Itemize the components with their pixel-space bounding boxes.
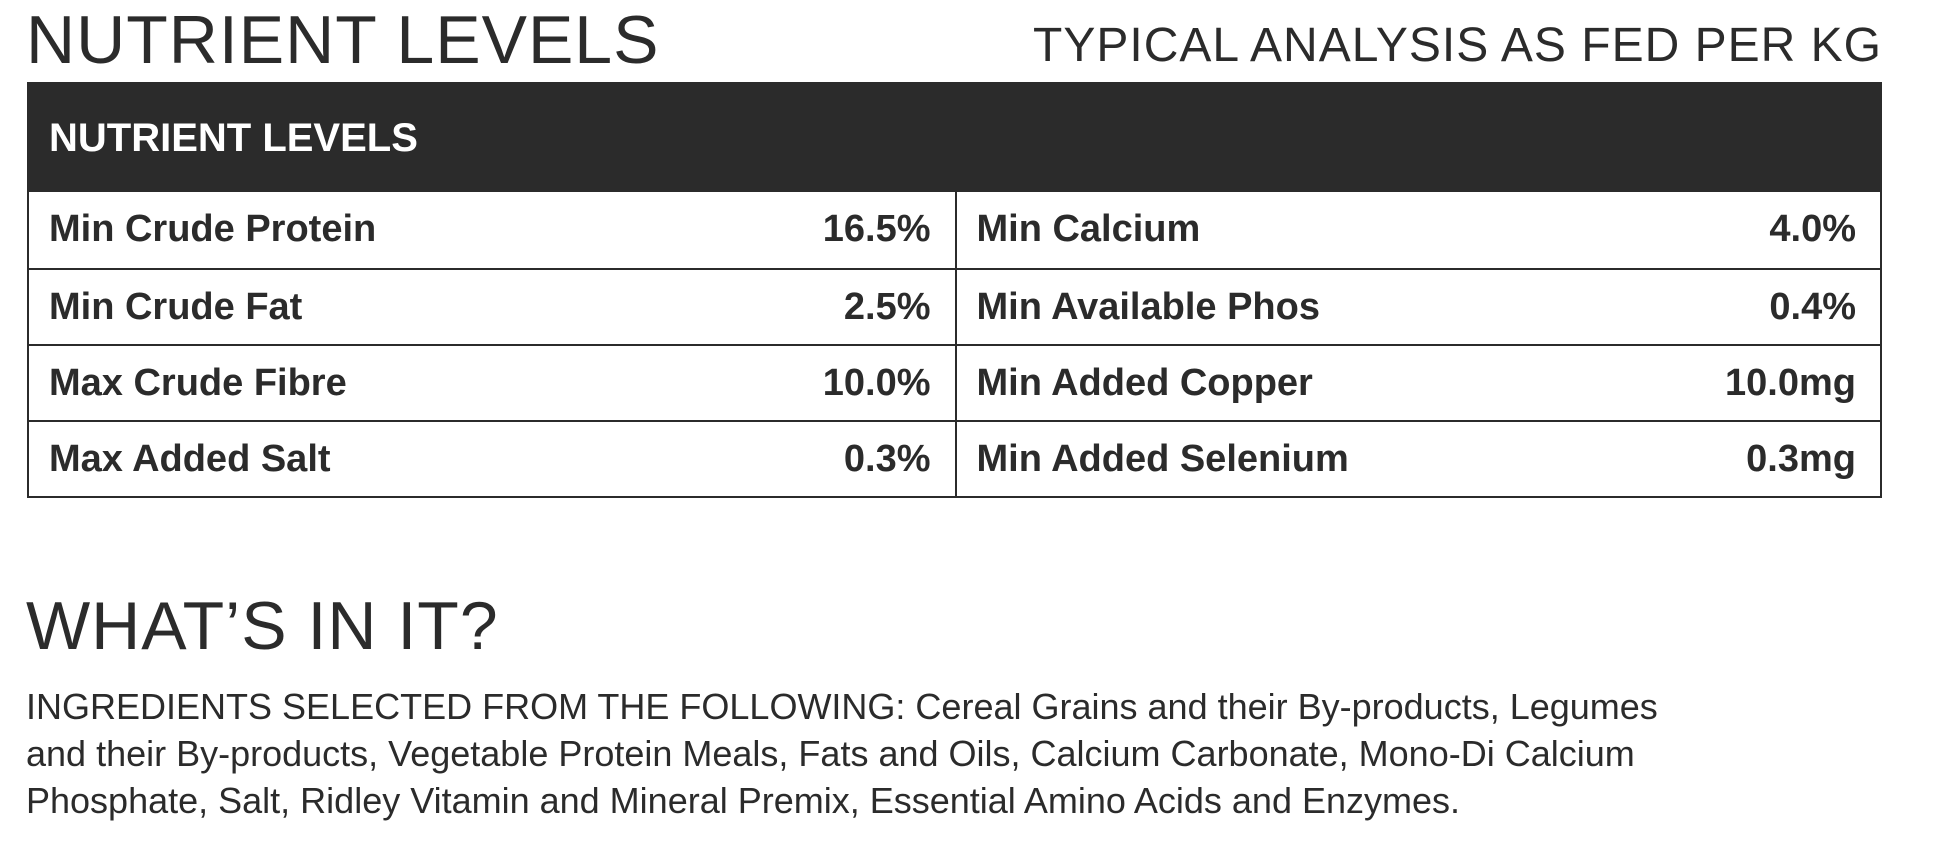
nutrient-value: 10.0mg <box>1725 362 1856 404</box>
nutrient-name: Min Added Selenium <box>976 438 1349 480</box>
nutrient-name: Min Calcium <box>976 208 1201 250</box>
cell-pair: Min Calcium 4.0% <box>954 192 1881 268</box>
nutrient-name: Max Added Salt <box>49 438 331 480</box>
nutrient-value: 0.3% <box>843 438 931 480</box>
cell-pair: Min Available Phos 0.4% <box>954 270 1881 344</box>
ingredients-line: and their By-products, Vegetable Protein… <box>26 733 1635 774</box>
table-body: Min Crude Protein 16.5% Min Calcium 4.0% Min… <box>29 192 1880 496</box>
nutrient-value: 16.5% <box>822 208 931 250</box>
nutrient-table: NUTRIENT LEVELS Min Crude Protein 16.5% Mi… <box>27 82 1882 498</box>
nutrient-value: 4.0% <box>1769 208 1856 250</box>
nutrient-value: 0.3mg <box>1746 438 1856 480</box>
ingredients-title: WHAT’S IN IT? <box>26 588 499 664</box>
nutrient-name: Min Available Phos <box>976 286 1320 328</box>
nutrient-name: Min Added Copper <box>976 362 1313 404</box>
table-row: Min Crude Fat 2.5% Min Available Phos 0.4% <box>29 268 1880 344</box>
nutrient-name: Max Crude Fibre <box>49 362 347 404</box>
nutrient-name: Min Crude Protein <box>49 208 377 250</box>
cell-pair: Min Added Selenium 0.3mg <box>954 422 1881 496</box>
nutrient-value: 0.4% <box>1769 286 1856 328</box>
cell-pair: Min Crude Protein 16.5% <box>29 192 955 268</box>
cell-pair: Max Added Salt 0.3% <box>29 422 955 496</box>
cell-pair: Max Crude Fibre 10.0% <box>29 346 955 420</box>
nutrient-value: 2.5% <box>843 286 931 328</box>
ingredients-line: Phosphate, Salt, Ridley Vitamin and Mine… <box>26 780 1461 821</box>
table-header: NUTRIENT LEVELS <box>29 84 1880 192</box>
table-row: Min Crude Protein 16.5% Min Calcium 4.0% <box>29 192 1880 268</box>
table-row: Max Crude Fibre 10.0% Min Added Copper 10.0… <box>29 344 1880 420</box>
nutrient-value: 10.0% <box>822 362 931 404</box>
nutrient-name: Min Crude Fat <box>49 286 303 328</box>
title: NUTRIENT LEVELS <box>26 2 660 78</box>
ingredients-text: INGREDIENTS SELECTED FROM THE FOLLOWING:… <box>26 683 1658 824</box>
ingredients-line: INGREDIENTS SELECTED FROM THE FOLLOWING:… <box>26 686 1658 727</box>
subtitle: TYPICAL ANALYSIS AS FED PER KG <box>1033 19 1882 72</box>
table-row: Max Added Salt 0.3% Min Added Selenium 0.3m… <box>29 420 1880 496</box>
cell-pair: Min Crude Fat 2.5% <box>29 270 955 344</box>
cell-pair: Min Added Copper 10.0mg <box>954 346 1881 420</box>
